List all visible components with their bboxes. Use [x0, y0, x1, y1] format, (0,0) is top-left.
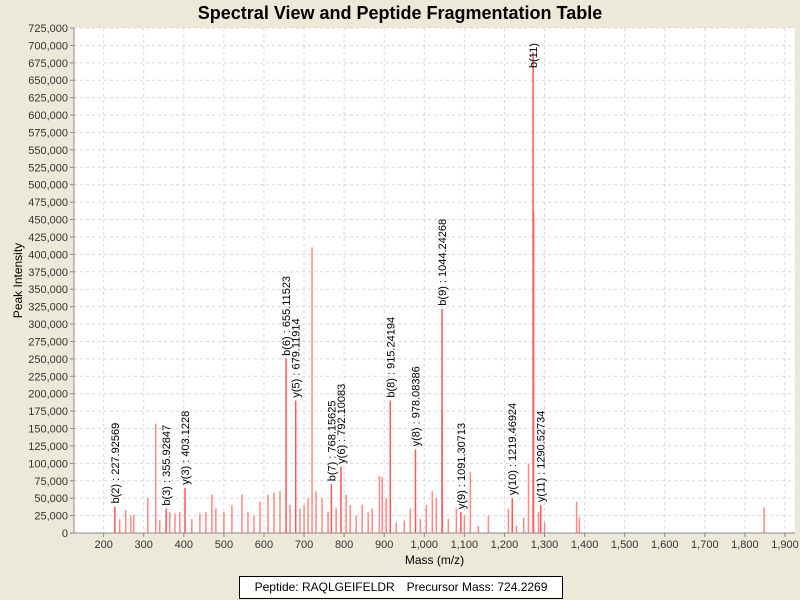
legend-peptide: Peptide: RAQLGEIFELDR	[254, 580, 395, 594]
x-tick-label: 900	[375, 539, 393, 551]
peak-label: y(9) : 1091.30713	[456, 423, 468, 509]
x-tick-label: 800	[335, 539, 353, 551]
x-tick-label: 1,600	[651, 539, 679, 551]
plot-area	[74, 28, 795, 533]
x-tick-label: 1,700	[691, 539, 719, 551]
y-tick-label: 225,000	[28, 371, 68, 383]
y-tick-label: 150,000	[28, 424, 68, 436]
y-axis-label: Peak Intensity	[11, 243, 25, 318]
y-tick-label: 700,000	[28, 40, 68, 52]
y-tick-label: 650,000	[28, 75, 68, 87]
y-tick-label: 625,000	[28, 93, 68, 105]
x-tick-label: 1,800	[731, 539, 759, 551]
peak-label: y(10) : 1219.46924	[507, 403, 519, 495]
y-tick-label: 675,000	[28, 58, 68, 70]
x-tick-label: 1,100	[451, 539, 479, 551]
peak-label: y(3) : 403.1228	[180, 411, 192, 485]
y-tick-label: 450,000	[28, 215, 68, 227]
legend: Peptide: RAQLGEIFELDR Precursor Mass: 724…	[239, 576, 563, 599]
x-tick-label: 1,300	[531, 539, 559, 551]
legend-precursor: Precursor Mass: 724.2269	[406, 580, 548, 594]
y-tick-label: 350,000	[28, 284, 68, 296]
y-tick-label: 75,000	[34, 476, 68, 488]
y-tick-label: 100,000	[28, 458, 68, 470]
y-tick-label: 250,000	[28, 354, 68, 366]
x-tick-label: 700	[295, 539, 313, 551]
peak-label: b(2) : 227.92569	[110, 423, 122, 504]
peak-label: y(5) : 679.11914	[291, 318, 303, 397]
x-tick-label: 400	[175, 539, 193, 551]
x-tick-label: 1,900	[771, 539, 799, 551]
x-tick-label: 600	[255, 539, 273, 551]
y-tick-label: 500,000	[28, 180, 68, 192]
peak-label: b(8) : 915.24194	[385, 317, 397, 398]
peak-label: b(6) : 655.11523	[281, 276, 293, 356]
y-tick-label: 550,000	[28, 145, 68, 157]
y-tick-label: 725,000	[28, 23, 68, 35]
x-tick-label: 200	[94, 539, 112, 551]
x-axis-label: Mass (m/z)	[405, 553, 464, 567]
y-tick-label: 50,000	[34, 493, 68, 505]
peak-label: y(8) : 978.08386	[410, 366, 422, 446]
peak-label: b(3) : 355.92847	[161, 425, 173, 506]
x-tick-label: 500	[215, 539, 233, 551]
peak-label: b(7) : 768.15625	[326, 401, 338, 482]
y-tick-label: 375,000	[28, 267, 68, 279]
y-tick-label: 575,000	[28, 127, 68, 139]
peak-label: y(6) : 792.10083	[336, 384, 348, 464]
x-tick-label: 300	[135, 539, 153, 551]
y-tick-label: 325,000	[28, 302, 68, 314]
peak-label: y(11) : 1290.52734	[536, 411, 548, 503]
y-tick-label: 475,000	[28, 197, 68, 209]
y-tick-label: 25,000	[34, 511, 68, 523]
x-tick-label: 1,400	[571, 539, 599, 551]
y-tick-label: 300,000	[28, 319, 68, 331]
y-tick-label: 125,000	[28, 441, 68, 453]
chart-title: Spectral View and Peptide Fragmentation …	[197, 3, 603, 23]
y-tick-label: 400,000	[28, 249, 68, 261]
y-tick-label: 600,000	[28, 110, 68, 122]
peak-label: b(9) : 1044.24268	[437, 219, 449, 306]
x-tick-label: 1,200	[491, 539, 519, 551]
y-tick-label: 200,000	[28, 389, 68, 401]
y-tick-label: 0	[62, 528, 68, 540]
peak-label: b(11)	[528, 43, 540, 68]
y-tick-label: 175,000	[28, 406, 68, 418]
y-tick-label: 425,000	[28, 232, 68, 244]
x-tick-label: 1,000	[411, 539, 439, 551]
x-tick-label: 1,500	[611, 539, 639, 551]
y-tick-label: 275,000	[28, 336, 68, 348]
y-tick-label: 525,000	[28, 162, 68, 174]
